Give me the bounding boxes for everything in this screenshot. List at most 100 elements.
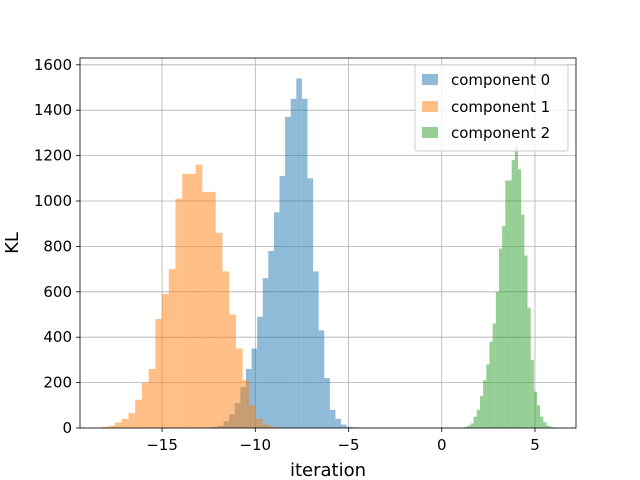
histogram-bar <box>273 212 280 428</box>
histogram-bar <box>476 409 480 428</box>
histogram-bar <box>209 191 216 428</box>
histogram-bar <box>533 391 538 428</box>
histogram-bar <box>483 380 487 428</box>
plot-frame <box>79 57 577 429</box>
histogram-bar <box>202 191 210 428</box>
histogram-bars <box>94 78 553 429</box>
histogram-bar <box>301 98 308 429</box>
y-tick-label: 400 <box>43 328 72 346</box>
histogram-bar <box>279 176 286 428</box>
x-tick-label: −5 <box>337 436 359 454</box>
legend: component 0 component 1 component 2 <box>414 64 569 152</box>
histogram-bar <box>502 225 506 428</box>
histogram-bar <box>168 269 176 428</box>
histogram-bar <box>479 396 484 428</box>
histogram-bar <box>290 98 297 429</box>
histogram-bar <box>540 416 544 428</box>
histogram-bar <box>155 319 163 428</box>
histogram-bar <box>524 255 528 428</box>
histogram-bar <box>549 426 553 428</box>
y-tick-label: 1400 <box>34 101 72 119</box>
x-tick-label: 0 <box>437 436 447 454</box>
histogram-bar <box>128 413 136 428</box>
histogram-bar <box>543 422 547 428</box>
histogram-bar <box>257 316 263 428</box>
histogram-bar <box>162 294 169 428</box>
histogram-bar <box>262 424 270 428</box>
y-tick-label: 800 <box>43 237 72 255</box>
histogram-bar <box>101 426 109 428</box>
histogram-bar <box>464 426 468 428</box>
histogram-bar <box>495 291 499 428</box>
histogram-bar <box>148 368 156 428</box>
histogram-bar <box>486 364 490 428</box>
series-component-1 <box>94 164 283 428</box>
histogram-bar <box>324 378 330 428</box>
histogram-bar <box>285 117 291 428</box>
histogram-bar <box>341 424 347 428</box>
histogram-bar <box>473 416 477 428</box>
histogram-bar <box>329 409 336 428</box>
y-tick-label: 200 <box>43 374 72 392</box>
y-tick-label: 1000 <box>34 192 72 210</box>
histogram-bar <box>489 341 493 428</box>
y-tick-label: 1600 <box>34 56 72 74</box>
x-tick-label: 5 <box>530 436 540 454</box>
series-component-0 <box>212 78 358 429</box>
histogram-bar <box>498 248 503 428</box>
histogram-bar <box>175 198 183 428</box>
y-axis-ticks: 0 200 400 600 800 1000 1200 1400 1600 <box>34 56 80 437</box>
histogram-bar <box>256 418 263 428</box>
histogram-bar <box>141 382 149 428</box>
histogram-bar <box>505 180 509 428</box>
legend-label-component-0: component 0 <box>451 71 550 89</box>
histogram-bar <box>527 307 531 428</box>
histogram-bar <box>530 359 534 428</box>
x-tick-label: −15 <box>146 436 178 454</box>
histogram-bar <box>182 173 189 428</box>
histogram-bar <box>296 78 302 429</box>
x-tick-label: −10 <box>239 436 271 454</box>
histogram-bar <box>508 180 512 428</box>
legend-swatch-component-0 <box>422 74 438 85</box>
legend-frame <box>414 64 569 152</box>
histogram-bar <box>195 164 203 428</box>
histogram-bar <box>249 405 257 428</box>
legend-swatch-component-1 <box>422 101 438 112</box>
histogram-bar <box>521 214 525 428</box>
histogram-bar <box>492 323 496 428</box>
histogram-bar <box>108 425 116 428</box>
x-axis-label: iteration <box>290 460 366 480</box>
histogram-bar <box>121 418 129 428</box>
histogram-bar <box>188 173 196 428</box>
histogram-bar <box>470 423 474 428</box>
histogram-bar <box>511 160 515 429</box>
y-tick-label: 600 <box>43 283 72 301</box>
histogram-bar <box>229 314 236 428</box>
histogram-bar <box>537 405 541 428</box>
histogram-bar <box>251 348 258 428</box>
histogram-bar <box>235 348 243 428</box>
histogram-bar <box>514 146 519 429</box>
histogram-bar <box>307 178 314 428</box>
histogram-bar <box>268 250 274 428</box>
legend-label-component-1: component 1 <box>451 98 550 116</box>
histogram-bar <box>546 425 550 428</box>
histogram-bar <box>313 271 319 428</box>
histogram-bar <box>215 232 223 428</box>
histogram-bar <box>115 422 122 428</box>
y-tick-label: 1200 <box>34 147 72 165</box>
y-tick-label: 0 <box>62 419 72 437</box>
legend-label-component-2: component 2 <box>451 124 550 142</box>
legend-swatch-component-2 <box>422 127 438 138</box>
histogram-bar <box>467 425 471 428</box>
histogram-bar <box>269 426 277 428</box>
series-component-2 <box>464 146 553 429</box>
histogram-bar <box>318 330 325 428</box>
histogram-bar <box>262 278 269 428</box>
histogram-bar <box>346 426 353 428</box>
y-axis-label: KL <box>2 232 23 254</box>
histogram-bar <box>518 169 522 428</box>
histogram-bar <box>242 380 250 428</box>
